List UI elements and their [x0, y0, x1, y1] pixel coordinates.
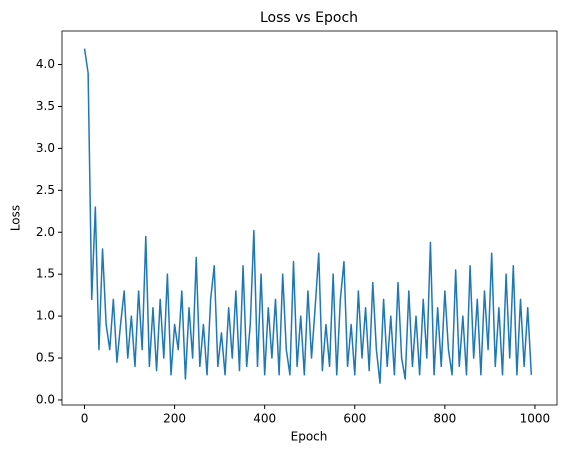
x-tick-label: 800: [433, 412, 456, 426]
x-tick-label: 200: [163, 412, 186, 426]
y-tick-label: 2.0: [36, 225, 55, 239]
chart-title: Loss vs Epoch: [260, 10, 358, 26]
y-tick-label: 0.5: [36, 351, 55, 365]
y-tick-label: 3.5: [36, 99, 55, 113]
y-axis-label: Loss: [9, 205, 23, 231]
y-tick-label: 2.5: [36, 183, 55, 197]
y-tick-label: 4.0: [36, 57, 55, 71]
x-tick-label: 400: [253, 412, 276, 426]
y-tick-label: 1.5: [36, 267, 55, 281]
x-tick-label: 1000: [520, 412, 551, 426]
x-axis-label: Epoch: [291, 430, 328, 444]
x-tick-label: 0: [81, 412, 89, 426]
axes-frame: [61, 30, 558, 406]
y-tick-label: 1.0: [36, 309, 55, 323]
x-tick-label: 600: [343, 412, 366, 426]
loss-line: [83, 48, 533, 384]
y-tick-label: 0.0: [36, 392, 55, 406]
y-tick-label: 3.0: [36, 141, 55, 155]
